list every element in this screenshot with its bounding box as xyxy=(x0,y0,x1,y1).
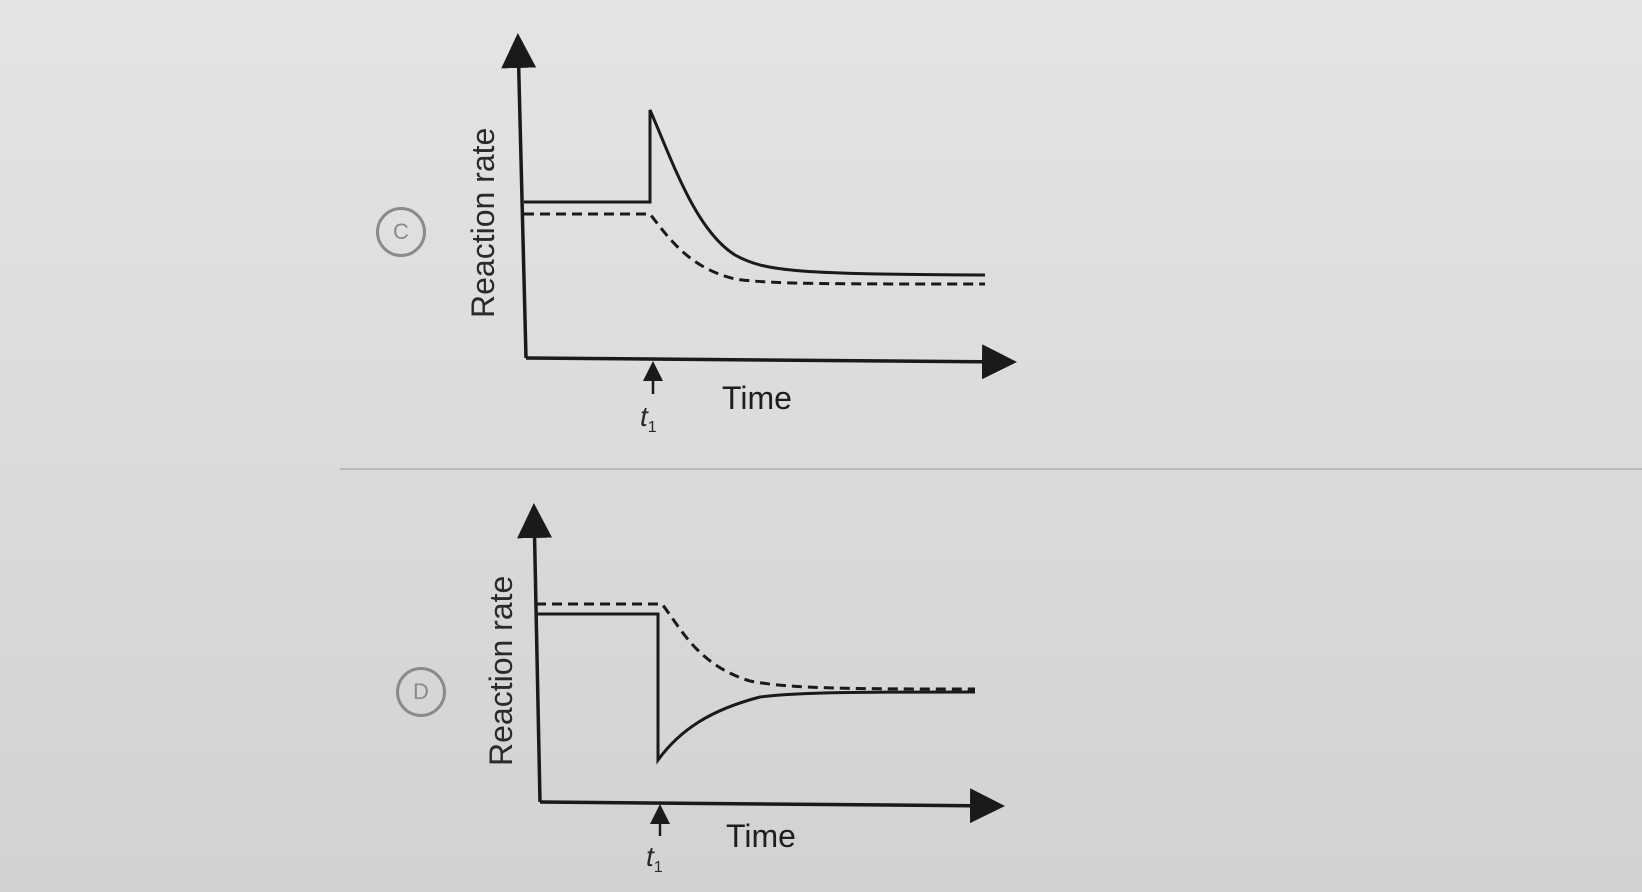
graph-c-dashed-curve xyxy=(524,212,986,286)
graph-d-dashed-curve xyxy=(536,602,976,691)
graph-c-y-axis xyxy=(501,33,537,359)
options-divider xyxy=(340,468,1642,470)
graph-c: Reaction rate Time t1 xyxy=(465,33,1017,436)
option-d-radio[interactable]: D xyxy=(396,667,446,717)
graph-d-solid-curve xyxy=(536,612,976,765)
graph-d-x-label: Time xyxy=(726,818,796,854)
option-d-letter: D xyxy=(413,679,429,704)
option-c-letter: C xyxy=(393,219,409,244)
graph-c-x-axis xyxy=(525,344,1017,380)
graph-d-y-label: Reaction rate xyxy=(483,576,519,766)
graph-c-t1-label: t1 xyxy=(640,401,657,436)
option-c-radio[interactable]: C xyxy=(376,207,426,257)
graph-c-solid-curve xyxy=(524,109,986,277)
graph-d-t1-label: t1 xyxy=(646,841,663,876)
graph-d-y-axis xyxy=(517,503,553,803)
graph-d-x-axis xyxy=(539,788,1005,824)
graph-c-x-label: Time xyxy=(722,380,792,416)
graph-c-y-label: Reaction rate xyxy=(465,128,501,318)
graph-d: Reaction rate Time t1 xyxy=(483,503,1005,876)
